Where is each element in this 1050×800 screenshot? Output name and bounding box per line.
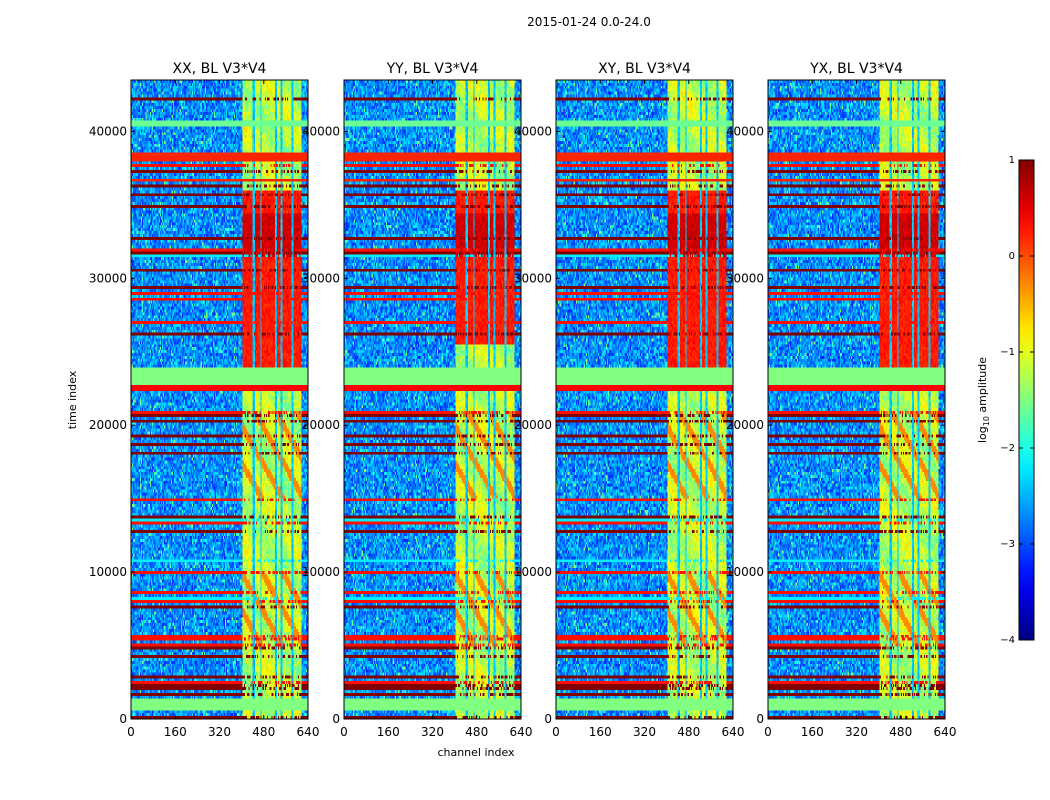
- x-tick-label: 480: [677, 725, 700, 739]
- x-tick-label: 640: [722, 725, 745, 739]
- colorbar-label: log10 amplitude: [976, 357, 991, 443]
- heatmap-image: [344, 80, 521, 719]
- panel-title: YX, BL V3*V4: [809, 61, 903, 77]
- y-tick-label: 10000: [89, 565, 127, 579]
- y-tick-label: 0: [756, 712, 764, 726]
- panel-3: YX, BL V3*V4 0 160 320 480 640 0 10000 20000 3000…: [726, 61, 957, 739]
- x-tick-label: 480: [465, 725, 488, 739]
- y-tick-label: 0: [119, 712, 127, 726]
- y-tick-label: 30000: [514, 271, 552, 285]
- colorbar-tick-label: −1: [1000, 347, 1015, 358]
- x-tick-label: 640: [510, 725, 533, 739]
- panel-title: XX, BL V3*V4: [173, 61, 267, 77]
- x-tick-label: 0: [764, 725, 772, 739]
- heatmap-panels: XX, BL V3*V4 0 160 320 480 640 0 10000 20000 3000…: [89, 61, 957, 739]
- y-tick-label: 30000: [302, 271, 340, 285]
- y-tick-label: 20000: [89, 418, 127, 432]
- colorbar-tick-label: 0: [1009, 251, 1015, 262]
- colorbar: −4 −3 −2 −1 0 1: [1000, 155, 1035, 646]
- colorbar-tick-label: −2: [1000, 443, 1015, 454]
- x-tick-label: 160: [801, 725, 824, 739]
- colorbar-tick-label: 1: [1009, 155, 1015, 166]
- y-tick-label: 40000: [302, 124, 340, 138]
- heatmap-image: [768, 80, 945, 719]
- y-tick-label: 10000: [302, 565, 340, 579]
- y-tick-label: 40000: [726, 124, 764, 138]
- panel-0: XX, BL V3*V4 0 160 320 480 640 0 10000 20000 3000…: [89, 61, 320, 739]
- y-tick-label: 40000: [89, 124, 127, 138]
- x-tick-label: 320: [421, 725, 444, 739]
- x-tick-label: 320: [633, 725, 656, 739]
- x-tick-label: 160: [164, 725, 187, 739]
- x-tick-label: 160: [377, 725, 400, 739]
- panel-2: XY, BL V3*V4 0 160 320 480 640 0 10000 20000 3000…: [514, 61, 745, 739]
- y-tick-label: 10000: [726, 565, 764, 579]
- x-axis-label: channel index: [437, 746, 515, 759]
- panel-title: YY, BL V3*V4: [386, 61, 479, 77]
- x-tick-label: 480: [889, 725, 912, 739]
- colorbar-tick-label: −4: [1000, 635, 1015, 646]
- y-tick-label: 0: [332, 712, 340, 726]
- y-tick-label: 20000: [302, 418, 340, 432]
- x-tick-label: 480: [252, 725, 275, 739]
- x-tick-label: 0: [340, 725, 348, 739]
- y-tick-label: 20000: [514, 418, 552, 432]
- x-tick-label: 320: [845, 725, 868, 739]
- y-tick-label: 10000: [514, 565, 552, 579]
- colorbar-gradient: [1018, 159, 1035, 641]
- y-tick-label: 0: [544, 712, 552, 726]
- y-axis-label: time index: [66, 370, 79, 429]
- y-tick-label: 20000: [726, 418, 764, 432]
- x-tick-label: 640: [297, 725, 320, 739]
- panel-title: XY, BL V3*V4: [598, 61, 691, 77]
- heatmap-image: [556, 80, 733, 719]
- heatmap-image: [131, 80, 308, 719]
- figure-suptitle: 2015-01-24 0.0-24.0: [527, 15, 651, 29]
- y-tick-label: 40000: [514, 124, 552, 138]
- y-tick-label: 30000: [726, 271, 764, 285]
- colorbar-tick-label: −3: [1000, 539, 1015, 550]
- x-tick-label: 0: [552, 725, 560, 739]
- y-tick-label: 30000: [89, 271, 127, 285]
- x-tick-label: 160: [589, 725, 612, 739]
- x-tick-label: 320: [208, 725, 231, 739]
- panel-1: YY, BL V3*V4 0 160 320 480 640 0 10000 20000 3000…: [302, 61, 533, 739]
- x-tick-label: 640: [934, 725, 957, 739]
- x-tick-label: 0: [127, 725, 135, 739]
